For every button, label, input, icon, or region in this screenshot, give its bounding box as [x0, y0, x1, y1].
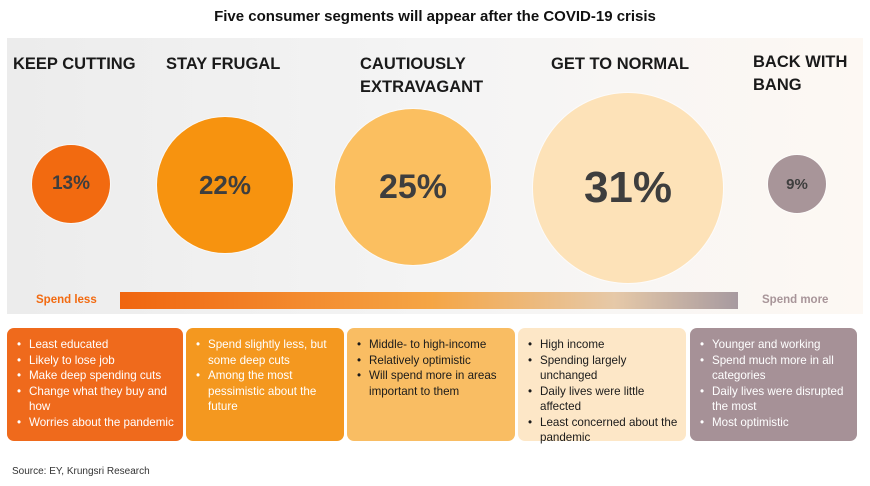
bubble-cautiously-extravagant: 25%	[335, 109, 491, 265]
segment-title-get-to-normal: GET TO NORMAL	[551, 55, 690, 73]
spend-more-label: Spend more	[762, 294, 829, 306]
list-item: Least concerned about the pandemic	[528, 415, 680, 446]
list-item: Spend slightly less, but some deep cuts	[196, 337, 338, 368]
bubble-stay-frugal: 22%	[157, 117, 293, 253]
list-item: Middle- to high-income	[357, 337, 509, 353]
description-box-keep-cutting: Least educated Likely to lose job Make d…	[7, 328, 183, 441]
list-item: Change what they buy and how	[17, 384, 177, 415]
bubble-keep-cutting: 13%	[32, 145, 110, 223]
list-item: Worries about the pandemic	[17, 415, 177, 431]
spend-less-label: Spend less	[36, 294, 97, 306]
list-item: Will spend more in areas important to th…	[357, 368, 509, 399]
spend-gradient-bar	[120, 292, 738, 309]
list-item: Daily lives were little affected	[528, 384, 680, 415]
chart-title: Five consumer segments will appear after…	[214, 8, 656, 25]
list-item: Spend much more in all categories	[700, 353, 851, 384]
bubble-get-to-normal: 31%	[533, 93, 723, 283]
segment-title-stay-frugal: STAY FRUGAL	[166, 55, 281, 73]
source-note: Source: EY, Krungsri Research	[12, 466, 150, 477]
list-item: Daily lives were disrupted the most	[700, 384, 851, 415]
list-item: Among the most pessimistic about the fut…	[196, 368, 338, 415]
description-box-get-to-normal: High income Spending largely unchanged D…	[518, 328, 686, 444]
list-item: Likely to lose job	[17, 353, 177, 369]
list-item: Spending largely unchanged	[528, 353, 680, 384]
description-box-back-with-bang: Younger and working Spend much more in a…	[690, 328, 857, 441]
segment-title-keep-cutting: KEEP CUTTING	[13, 55, 136, 73]
list-item: High income	[528, 337, 680, 353]
segment-title-cautiously-extravagant: CAUTIOUSLY EXTRAVAGANT	[360, 55, 484, 96]
bubble-back-with-bang: 9%	[768, 155, 826, 213]
list-item: Most optimistic	[700, 415, 851, 431]
description-box-cautiously-extravagant: Middle- to high-income Relatively optimi…	[347, 328, 515, 441]
list-item: Relatively optimistic	[357, 353, 509, 369]
list-item: Make deep spending cuts	[17, 368, 177, 384]
segment-title-back-with-bang: BACK WITH BANG	[753, 53, 848, 94]
list-item: Younger and working	[700, 337, 851, 353]
list-item: Least educated	[17, 337, 177, 353]
description-box-stay-frugal: Spend slightly less, but some deep cuts …	[186, 328, 344, 441]
